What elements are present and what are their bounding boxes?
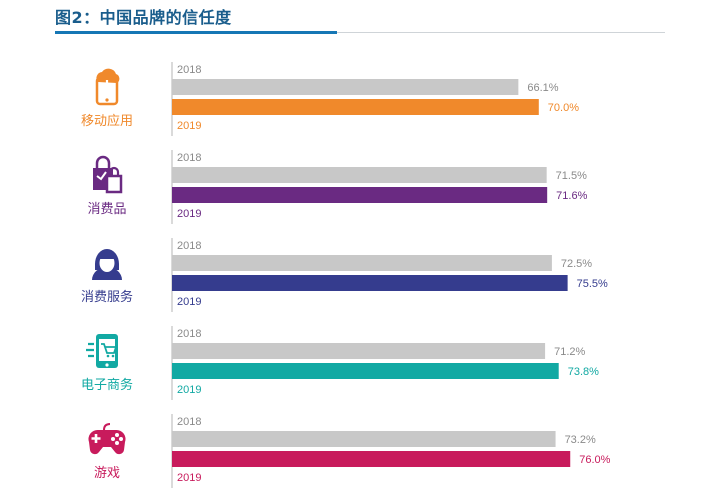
- mobile-cart-icon: [86, 334, 118, 368]
- bar-2018: [172, 167, 547, 183]
- value-label-2019: 75.5%: [577, 278, 608, 290]
- value-label-2018: 71.2%: [554, 346, 585, 358]
- bar-2019: [172, 99, 539, 115]
- chart-title: 图2：中国品牌的信任度: [55, 8, 232, 27]
- bar-2018: [172, 255, 552, 271]
- mobile-app-icon: [95, 68, 120, 106]
- year-label-2019: 2019: [177, 120, 201, 132]
- bar-2019: [172, 451, 571, 467]
- value-label-2018: 73.2%: [565, 434, 596, 446]
- headset-agent-icon: [92, 249, 122, 280]
- value-label-2019: 71.6%: [556, 190, 587, 202]
- value-label-2019: 76.0%: [579, 454, 610, 466]
- value-label-2018: 66.1%: [527, 82, 558, 94]
- bar-2018: [172, 343, 546, 359]
- bar-2019: [172, 363, 559, 379]
- category-label: 游戏: [94, 466, 120, 481]
- value-label-2019: 70.0%: [548, 102, 579, 114]
- category-label: 消费服务: [81, 289, 133, 305]
- year-label-2019: 2019: [177, 472, 201, 484]
- category-label: 移动应用: [81, 113, 133, 129]
- value-label-2018: 71.5%: [556, 170, 587, 182]
- category-label: 电子商务: [81, 377, 133, 393]
- year-label-2019: 2019: [177, 384, 201, 396]
- year-label-2019: 2019: [177, 208, 201, 220]
- bar-2019: [172, 187, 548, 203]
- year-label-2018: 2018: [177, 64, 201, 76]
- bar-2018: [172, 431, 556, 447]
- year-label-2018: 2018: [177, 152, 201, 164]
- title-rule: [337, 32, 665, 33]
- gamepad-icon: [88, 423, 126, 455]
- bar-2019: [172, 275, 568, 291]
- year-label-2019: 2019: [177, 296, 201, 308]
- category-label: 消费品: [87, 202, 126, 217]
- title-underline: [55, 31, 337, 34]
- value-label-2018: 72.5%: [561, 258, 592, 270]
- year-label-2018: 2018: [177, 328, 201, 340]
- value-label-2019: 73.8%: [568, 366, 599, 378]
- year-label-2018: 2018: [177, 416, 201, 428]
- shopping-bags-icon: [93, 155, 123, 194]
- year-label-2018: 2018: [177, 240, 201, 252]
- bar-2018: [172, 79, 519, 95]
